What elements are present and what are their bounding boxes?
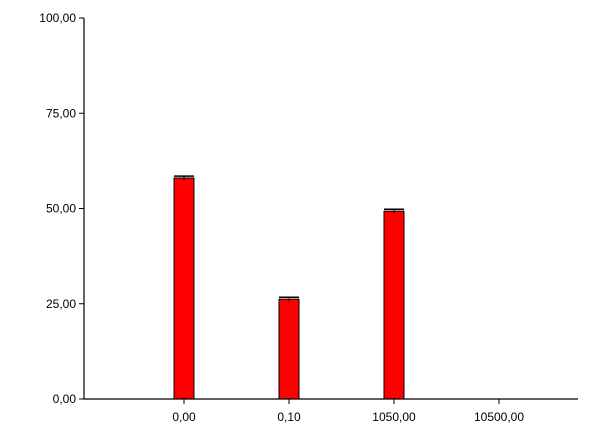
y-tick-label: 25,00	[46, 297, 76, 311]
x-tick-label: 0,10	[277, 410, 301, 424]
y-tick-label: 100,00	[39, 11, 76, 25]
x-tick-label: 0,00	[172, 410, 196, 424]
bars-layer	[173, 175, 405, 400]
x-tick-label: 10500,00	[474, 410, 524, 424]
y-tick-label: 75,00	[46, 106, 76, 120]
y-tick-label: 50,00	[46, 202, 76, 216]
bar	[383, 210, 405, 400]
bar	[173, 177, 195, 400]
bar	[278, 298, 300, 400]
ticks-layer: 0,00 25,00 50,00 75,00 100,00 0,00 0,10 1050,00…	[39, 11, 524, 424]
axes-layer	[83, 18, 578, 400]
x-tick-label: 1050,00	[372, 410, 416, 424]
y-tick-label: 0,00	[53, 392, 77, 406]
